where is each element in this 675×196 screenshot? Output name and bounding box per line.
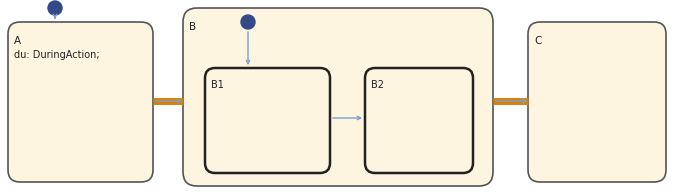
FancyBboxPatch shape	[205, 68, 330, 173]
Text: B2: B2	[371, 80, 384, 90]
Circle shape	[48, 1, 62, 15]
Text: B: B	[189, 22, 196, 32]
Circle shape	[241, 15, 255, 29]
FancyBboxPatch shape	[8, 22, 153, 182]
Text: A: A	[14, 36, 21, 46]
Text: B1: B1	[211, 80, 224, 90]
FancyBboxPatch shape	[365, 68, 473, 173]
Text: du: DuringAction;: du: DuringAction;	[14, 50, 100, 60]
FancyBboxPatch shape	[183, 8, 493, 186]
Text: C: C	[534, 36, 541, 46]
FancyBboxPatch shape	[528, 22, 666, 182]
